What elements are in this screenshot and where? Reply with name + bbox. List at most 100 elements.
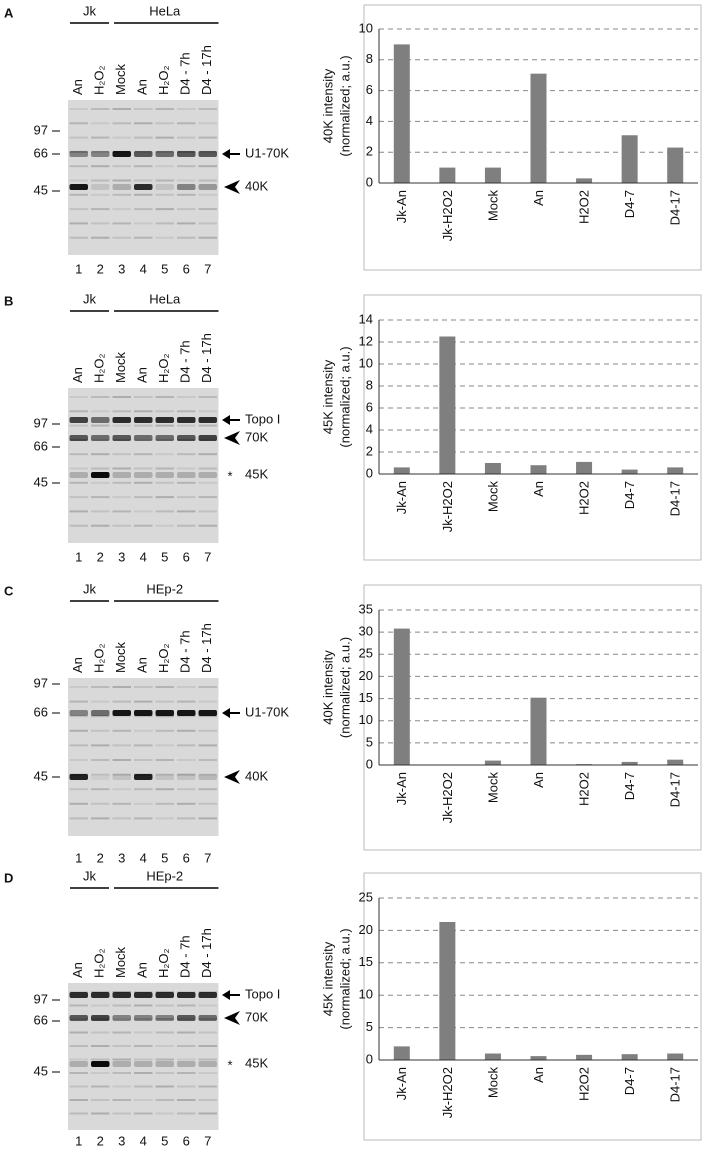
x-tick-label: D4-7 (622, 481, 637, 509)
arrow-head (222, 708, 230, 718)
y-axis-label: (normalized; a.u.) (337, 346, 352, 447)
gel-band (198, 410, 217, 413)
y-axis-label: 40K intensity (320, 68, 335, 143)
y-tick-label: 5 (366, 1019, 373, 1034)
gel-band (112, 184, 131, 190)
gel-band (91, 165, 110, 168)
gel-band (112, 193, 131, 196)
gel-band (155, 496, 174, 499)
chart-frame (363, 872, 702, 1141)
gel-band (198, 773, 217, 776)
x-tick-label: H2O2 (577, 772, 592, 806)
x-tick-label: D4-7 (622, 1067, 637, 1095)
chevron (224, 180, 240, 194)
gel-band (155, 510, 174, 513)
gel-band (112, 1085, 131, 1088)
group-label: HEp-2 (146, 868, 183, 883)
gel-band (177, 992, 196, 998)
gel-band (177, 410, 196, 413)
gel-band (198, 700, 217, 703)
band-label: 45K (245, 1055, 268, 1070)
mw-marker: 97 (34, 415, 48, 430)
gel-band (198, 774, 217, 780)
gel-band (112, 151, 131, 157)
lane-label: Mock (113, 641, 128, 673)
gel-band (69, 122, 88, 125)
gel-band (69, 715, 88, 718)
gel-band (69, 700, 88, 703)
gel-band (69, 1085, 88, 1088)
gel-band (198, 424, 217, 427)
gel-band (112, 759, 131, 761)
mw-marker: 45 (34, 474, 48, 489)
bar (667, 759, 684, 765)
gel-band (177, 453, 196, 456)
bar (393, 44, 410, 184)
gel-band (91, 236, 110, 239)
gel-band (112, 236, 131, 239)
chart-frame (363, 294, 702, 561)
y-axis-label: (normalized; a.u.) (337, 928, 352, 1029)
x-tick-label: Jk-H2O2 (440, 190, 455, 241)
y-tick-label: 25 (359, 889, 373, 904)
y-tick-label: 0 (366, 465, 373, 480)
gel-band (177, 700, 196, 703)
gel-band (198, 1015, 217, 1021)
gel-band (198, 179, 217, 182)
x-tick-label: Jk-An (394, 1067, 409, 1100)
gel-band (69, 788, 88, 791)
gel-band (91, 710, 110, 716)
y-tick-label: 2 (366, 144, 373, 159)
gel-band (91, 1031, 110, 1034)
gel-band (91, 1004, 110, 1007)
gel-band (177, 744, 196, 747)
bar (484, 1053, 501, 1060)
gel-band (177, 788, 196, 791)
gel-band (112, 435, 131, 441)
x-tick-label: Jk-An (394, 190, 409, 223)
chevron (224, 770, 240, 784)
lane-label: H₂O₂ (156, 948, 171, 978)
gel-band (112, 222, 131, 225)
gel-band (155, 773, 174, 776)
gel-band (155, 396, 174, 398)
gel-band (69, 744, 88, 747)
gel-band (112, 817, 131, 820)
gel-band (134, 193, 153, 196)
y-axis-label: (normalized; a.u.) (337, 55, 352, 156)
lane-label: D4 - 7h (178, 630, 193, 673)
x-tick-label: Jk-An (394, 481, 409, 514)
gel-band (198, 165, 217, 168)
gel-band (69, 467, 88, 470)
gel-band (69, 686, 88, 688)
gel-band (112, 715, 131, 718)
gel-band (112, 136, 131, 139)
gel-band (198, 686, 217, 688)
gel-band (198, 122, 217, 125)
gel-band (155, 165, 174, 168)
gel-band (155, 193, 174, 196)
gel-band (91, 729, 110, 732)
y-tick-label: 35 (359, 601, 373, 616)
gel-band (177, 729, 196, 732)
gel-band (69, 150, 88, 153)
y-axis-label: (normalized; a.u.) (337, 637, 352, 738)
gel-band (134, 179, 153, 182)
lane-label: An (135, 79, 150, 95)
band-label: 40K (245, 768, 268, 783)
gel-band (177, 236, 196, 239)
gel-band (198, 510, 217, 513)
gel-band (112, 788, 131, 791)
gel-band (177, 1099, 196, 1101)
gel-band (112, 1045, 131, 1047)
gel-band (69, 410, 88, 413)
gel-band (198, 481, 217, 484)
lane-label: An (70, 79, 85, 95)
arrow-head (222, 990, 230, 1000)
gel-band (198, 193, 217, 196)
lane-label: D4 - 17h (199, 623, 214, 673)
gel-band (134, 1004, 153, 1007)
gel-band (134, 136, 153, 139)
gel-band (134, 122, 153, 125)
gel-band (134, 710, 153, 716)
